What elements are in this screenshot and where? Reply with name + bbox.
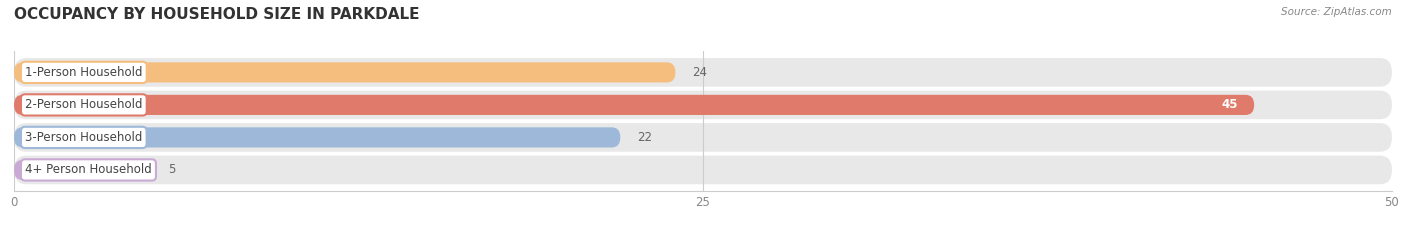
Text: 4+ Person Household: 4+ Person Household — [25, 163, 152, 176]
Text: 3-Person Household: 3-Person Household — [25, 131, 142, 144]
FancyBboxPatch shape — [14, 160, 152, 180]
Text: 5: 5 — [169, 163, 176, 176]
FancyBboxPatch shape — [14, 91, 1392, 119]
Text: 1-Person Household: 1-Person Household — [25, 66, 142, 79]
Text: 24: 24 — [692, 66, 707, 79]
Text: Source: ZipAtlas.com: Source: ZipAtlas.com — [1281, 7, 1392, 17]
FancyBboxPatch shape — [14, 62, 675, 82]
Text: 2-Person Household: 2-Person Household — [25, 98, 142, 111]
FancyBboxPatch shape — [14, 123, 1392, 152]
FancyBboxPatch shape — [14, 95, 1254, 115]
FancyBboxPatch shape — [14, 58, 1392, 87]
Text: OCCUPANCY BY HOUSEHOLD SIZE IN PARKDALE: OCCUPANCY BY HOUSEHOLD SIZE IN PARKDALE — [14, 7, 419, 22]
Text: 22: 22 — [637, 131, 652, 144]
FancyBboxPatch shape — [14, 156, 1392, 184]
Text: 45: 45 — [1222, 98, 1237, 111]
FancyBboxPatch shape — [14, 127, 620, 147]
